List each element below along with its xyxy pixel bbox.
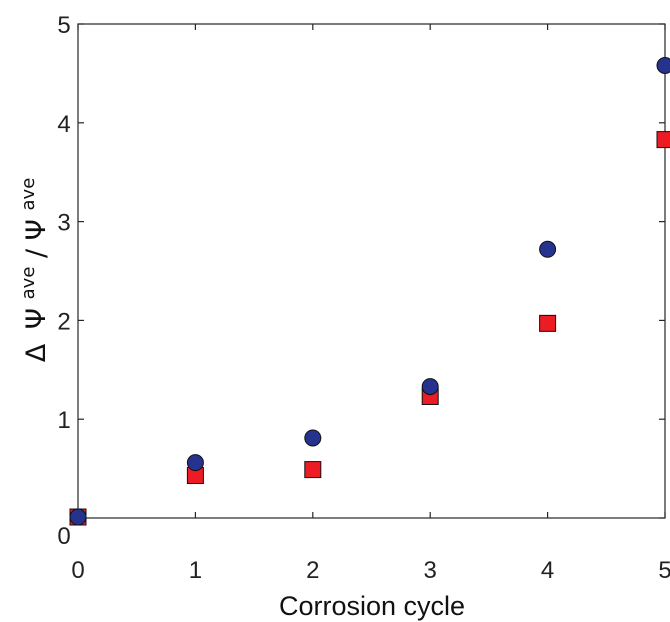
y-tick-label: 3 xyxy=(57,210,70,237)
data-series xyxy=(69,56,670,526)
x-tick-label: 3 xyxy=(424,557,437,584)
y-tick-label: 5 xyxy=(57,12,70,39)
y-axis-title-delta: Δ xyxy=(21,343,52,362)
y-axis-title-superscript-2: ave xyxy=(18,178,39,211)
y-tick-label: 0 xyxy=(57,523,70,550)
y-tick-label: 4 xyxy=(57,111,70,138)
x-tick-label: 2 xyxy=(306,557,319,584)
data-point-circle xyxy=(304,429,322,447)
data-point-circle xyxy=(421,378,439,396)
data-point-circle xyxy=(186,454,204,472)
data-point-circle xyxy=(539,240,557,258)
x-axis-title: Corrosion cycle xyxy=(279,591,465,621)
data-point-circle xyxy=(69,508,87,526)
plot-border xyxy=(77,23,666,519)
x-tick-label: 0 xyxy=(71,557,84,584)
data-point-square xyxy=(656,131,670,149)
y-axis-title-superscript-1: ave xyxy=(18,267,39,300)
plot-frame xyxy=(77,23,666,519)
data-point-square xyxy=(539,314,557,332)
y-axis-title-symbol-1: Ψ xyxy=(21,308,52,329)
x-axis-ticks: 0 1 2 3 4 5 xyxy=(71,24,670,584)
y-tick-label: 1 xyxy=(57,407,70,434)
data-point-circle xyxy=(656,56,670,74)
data-point-square xyxy=(304,461,322,479)
x-tick-label: 5 xyxy=(658,557,670,584)
y-tick-label: 2 xyxy=(57,308,70,335)
y-axis-title-separator: / xyxy=(21,240,52,258)
y-axis-ticks: 0 1 2 3 4 5 xyxy=(57,12,665,550)
y-axis-title: Δ Ψ ave / Ψ ave xyxy=(10,178,52,363)
x-tick-label: 4 xyxy=(541,557,554,584)
x-tick-label: 1 xyxy=(189,557,202,584)
y-axis-title-symbol-2: Ψ xyxy=(21,219,52,240)
